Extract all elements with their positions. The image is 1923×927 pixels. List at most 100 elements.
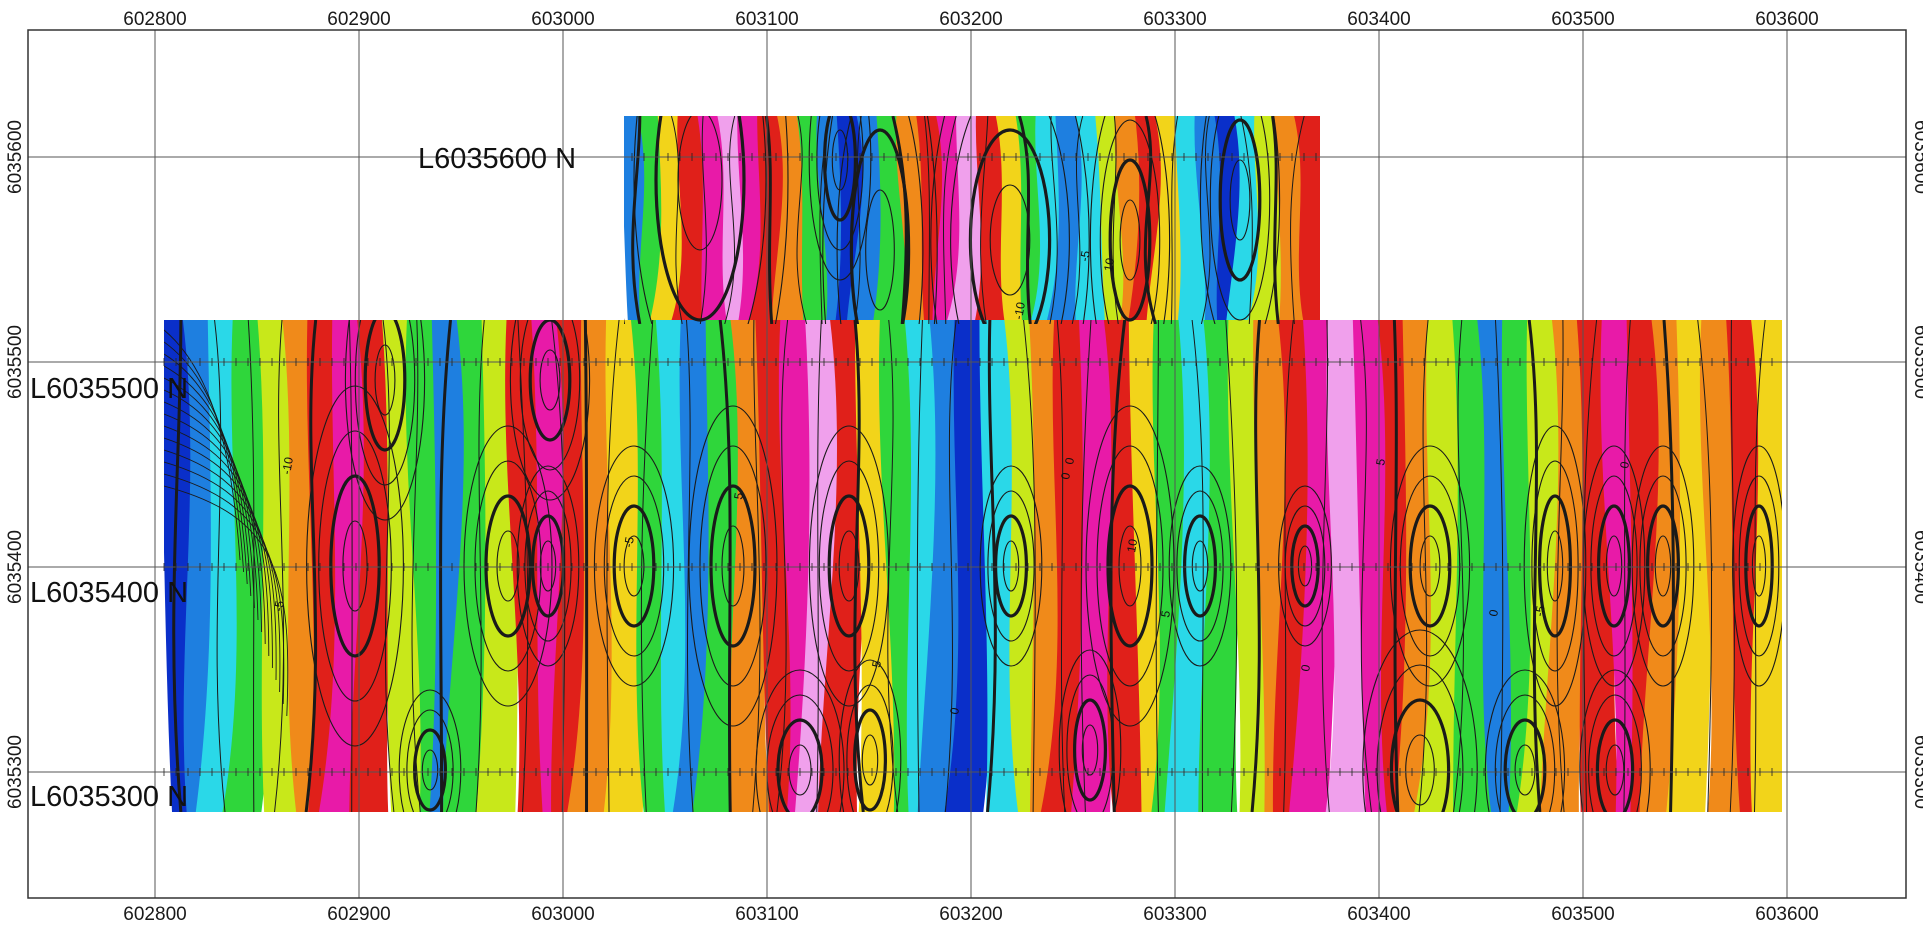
- contour-line: [1250, 320, 1262, 812]
- map-frame: [27, 29, 1907, 899]
- contour-line: [1418, 320, 1429, 812]
- contour-ring: [989, 184, 1031, 296]
- contour-ring: [612, 504, 656, 628]
- contour-ring: [1106, 484, 1154, 648]
- contour-line: [164, 425, 270, 657]
- contour-ring: [1209, 116, 1271, 321]
- contour-line: [1112, 116, 1119, 324]
- contour-line: [924, 116, 930, 324]
- contour-ring: [823, 116, 857, 222]
- contour-ring: [1278, 485, 1332, 647]
- contour-ring: [633, 116, 767, 324]
- contour-line: [631, 116, 642, 324]
- contour-ring: [474, 460, 542, 672]
- contour-ring: [1419, 535, 1441, 597]
- contour-label: 0: [1486, 608, 1501, 617]
- contour-ring: [1732, 445, 1782, 687]
- contour-ring: [1546, 530, 1564, 602]
- contour-line: [980, 116, 989, 324]
- contour-line: [1392, 320, 1400, 812]
- contour-ring: [354, 320, 416, 486]
- contour-line: [1071, 116, 1084, 324]
- contour-ring: [1085, 405, 1175, 727]
- contour-ring: [1119, 199, 1141, 281]
- contour-line: [164, 365, 252, 597]
- contour-line: [606, 320, 620, 812]
- contour-ring: [838, 530, 860, 602]
- contour-line: [819, 116, 831, 324]
- contour-ring: [654, 116, 746, 322]
- contour-ring: [1089, 116, 1171, 324]
- contour-line: [1143, 116, 1157, 324]
- contour-ring: [624, 116, 789, 324]
- contour-line: [583, 320, 589, 812]
- contour-ring: [818, 460, 880, 672]
- contour-ring: [709, 484, 757, 648]
- survey-line-label: L6035300 N: [30, 781, 188, 813]
- contour-line: [1729, 320, 1735, 812]
- contour-ring: [1229, 159, 1251, 241]
- contour-line: [164, 485, 289, 717]
- contour-ring: [861, 734, 879, 786]
- contour-line: [854, 116, 862, 324]
- survey-line-label: L6035600 N: [418, 143, 576, 175]
- x-tick-label: 603000: [531, 9, 594, 30]
- contour-ring: [1096, 445, 1164, 687]
- y-tick-label: 6035600: [1910, 120, 1923, 194]
- contour-ring: [836, 116, 924, 324]
- survey-line-labels: L6035600 N L6035500 N L6035400 N L603530…: [30, 143, 576, 813]
- contour-line: [1360, 320, 1372, 812]
- contour-label: 5: [1158, 609, 1173, 618]
- contour-line: [164, 449, 277, 681]
- contour-line: [382, 320, 395, 812]
- contour-ring: [1168, 465, 1232, 667]
- contour-ring: [1176, 490, 1224, 642]
- contour-ring: [318, 430, 392, 702]
- x-tick-label: 603200: [939, 9, 1002, 30]
- contour-ring: [1494, 694, 1556, 812]
- contour-label: -10: [1011, 301, 1028, 321]
- contour-line: [164, 389, 259, 621]
- map-grid: [28, 30, 1906, 898]
- contour-label: -5: [621, 535, 637, 548]
- contour-ring: [1738, 475, 1780, 657]
- contour-line: [1321, 320, 1330, 812]
- contour-ring: [968, 128, 1052, 324]
- contour-line: [752, 320, 761, 812]
- contour-ring: [1182, 514, 1217, 618]
- y-tick-label: 6035400: [5, 530, 26, 604]
- contour-ring: [1605, 535, 1623, 597]
- contour-line: [214, 320, 226, 812]
- contour-line: [1453, 320, 1464, 812]
- contour-ring: [987, 490, 1035, 642]
- contour-ring: [1218, 118, 1262, 282]
- x-tick-label: 602900: [327, 9, 390, 30]
- contour-ring: [593, 445, 675, 687]
- contour-labels: -5 -10 0 5 10 0 -5 5 0 -5 10 0 5 -10 0 5…: [271, 249, 1632, 715]
- contour-ring: [849, 128, 911, 324]
- contour-ring: [519, 320, 581, 471]
- y-tick-label: 6035600: [5, 120, 26, 194]
- contour-line: [348, 320, 353, 812]
- contour-line: [853, 320, 865, 812]
- contour-ring: [342, 520, 368, 612]
- contour-ring: [406, 709, 454, 812]
- survey-line-label: L6035400 N: [30, 577, 188, 609]
- contour-line: [1494, 320, 1504, 812]
- contour-ring: [816, 116, 864, 251]
- anomaly-fill-lower: [164, 320, 1782, 812]
- contour-ring: [1654, 535, 1672, 597]
- contour-ring: [852, 708, 887, 812]
- contour-ring: [413, 728, 448, 812]
- contour-line: [943, 116, 957, 324]
- contour-line: [274, 320, 285, 812]
- y-tick-label: 6035500: [5, 325, 26, 399]
- contour-line: [1556, 320, 1565, 812]
- anomaly-band: [1294, 116, 1320, 324]
- contour-label: 5: [869, 659, 884, 668]
- contour-ring: [776, 718, 824, 812]
- contour-line: [887, 320, 899, 812]
- contour-line: [1225, 320, 1238, 812]
- contour-ring: [344, 320, 426, 521]
